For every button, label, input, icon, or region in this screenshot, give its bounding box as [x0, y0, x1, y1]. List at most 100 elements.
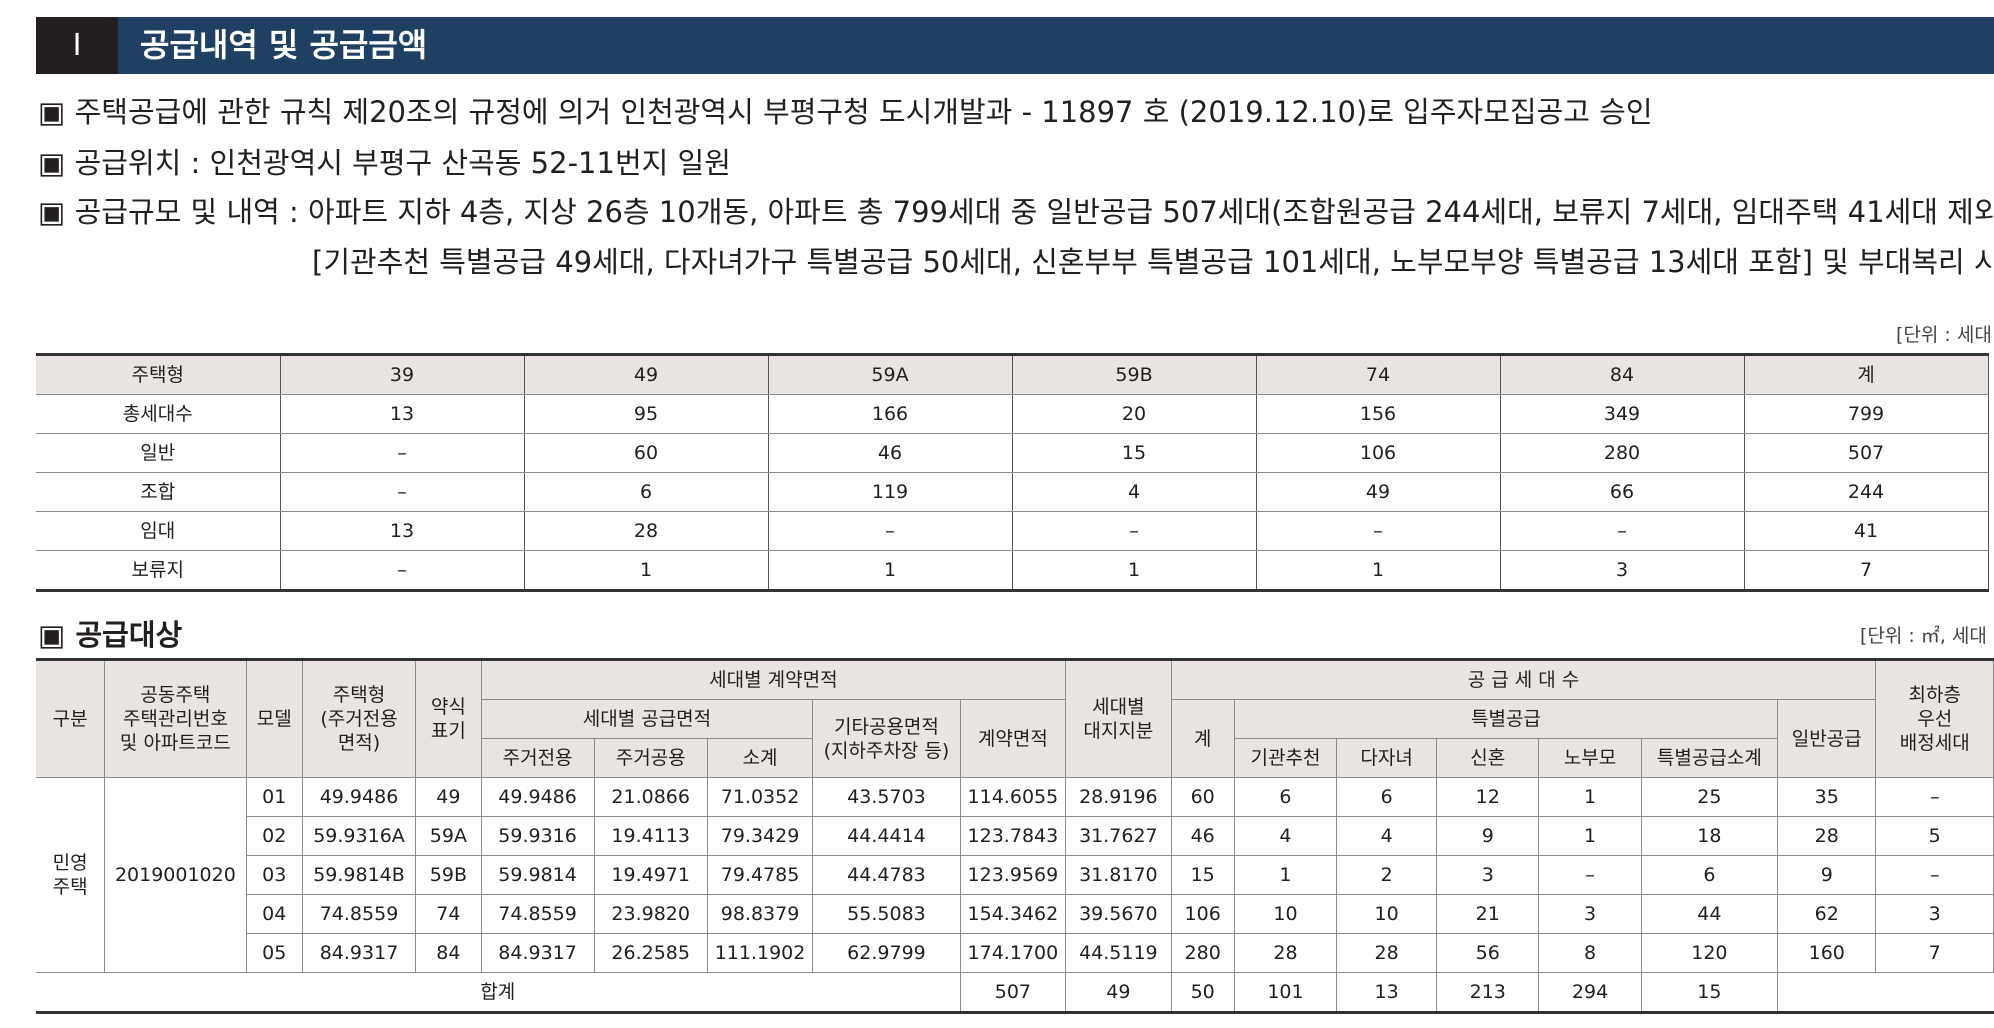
cell: 3 [1436, 855, 1540, 895]
cell: 23.9820 [593, 894, 708, 934]
code-cell: 2019001020 [104, 777, 247, 973]
cell: 166 [767, 394, 1013, 434]
header-cell: 다자녀 [1336, 738, 1438, 778]
cell: 19.4113 [593, 816, 708, 856]
cell: – [1255, 511, 1501, 551]
cell: 4 [1336, 816, 1438, 856]
cell: 59.9814 [480, 855, 595, 895]
cell: 28 [1777, 816, 1877, 856]
cell: 49 [415, 777, 482, 817]
header-cell: 노부모 [1538, 738, 1642, 778]
cell: 19.4971 [593, 855, 708, 895]
cell: 280 [1170, 933, 1235, 973]
cell: 123.9569 [959, 855, 1067, 895]
table-row: 임대 13 28– – – –41 [36, 511, 1989, 551]
cell: 05 [246, 933, 303, 973]
cell: 71.0352 [706, 777, 814, 817]
cell: 59B [415, 855, 482, 895]
cell: 79.4785 [706, 855, 814, 895]
cell: – [279, 472, 525, 512]
cell: 31.8170 [1065, 855, 1172, 895]
cell: 49.9486 [480, 777, 595, 817]
supply-target-table: 구분 공동주택 주택관리번호 및 아파트코드 모델 주택형 (주거전용 면적) … [36, 658, 1994, 1014]
cell: 507 [1743, 433, 1989, 473]
header-cell: 세대별 계약면적 [480, 659, 1067, 700]
header-cell: 기타공용면적 (지하주차장 등) [812, 699, 961, 778]
header-cell: 신혼 [1436, 738, 1540, 778]
cell: 1 [523, 550, 769, 591]
subsection-title: ▣ 공급대상 [38, 618, 183, 652]
cell: 39.5670 [1065, 894, 1172, 934]
cell: 1 [1255, 550, 1501, 591]
cell: 12 [1436, 777, 1540, 817]
note: ▣ 공급위치 : 인천광역시 부평구 산곡동 52-11번지 일원 [38, 146, 731, 180]
cell: 6 [1640, 855, 1779, 895]
header-cell: 계 [1170, 699, 1235, 778]
cell: 3 [1538, 894, 1642, 934]
cell: 349 [1499, 394, 1745, 434]
cell: 1 [1538, 816, 1642, 856]
cell: – [279, 433, 525, 473]
cell: 59.9814B [301, 855, 417, 895]
unit-label: [단위 : ㎡, 세대 [1860, 625, 1987, 647]
header-cell: 84 [1499, 354, 1745, 395]
cell: 28.9196 [1065, 777, 1172, 817]
table-row: 보류지 –1 1 1 1 3 7 [36, 550, 1989, 591]
cell: 3 [1499, 550, 1745, 591]
cell: 28 [1233, 933, 1338, 973]
cell: 21.0866 [593, 777, 708, 817]
cell: 15 [1170, 855, 1235, 895]
cell: 2 [1336, 855, 1438, 895]
cell: 84.9317 [480, 933, 595, 973]
cell: – [1875, 777, 1994, 817]
cell: 44.4414 [812, 816, 961, 856]
cell: 4 [1011, 472, 1257, 512]
header-cell: 공 급 세 대 수 [1170, 659, 1877, 700]
cell: 44.4783 [812, 855, 961, 895]
header-cell: 세대별 공급면적 [481, 699, 814, 739]
cell: 43.5703 [812, 777, 961, 817]
cell: 106 [1170, 894, 1235, 934]
table-row: 03 59.9814B 59B 59.9814 19.4971 79.4785 44.478… [36, 855, 1994, 895]
table-row: 민영 주택 2019001020 01 49.9486 49 49.9486 21.0866… [36, 777, 1994, 973]
cell: 799 [1743, 394, 1989, 434]
total-cell: 합계 [36, 972, 961, 1013]
header-cell: 주택형 [36, 354, 281, 395]
total-cell: 507 [959, 972, 1067, 1013]
cell: 74 [415, 894, 482, 934]
header-cell: 39 [279, 354, 525, 395]
cell: 5 [1875, 816, 1994, 856]
table-row: 주택형 39 49 59A 59B 74 84 계 [36, 354, 1989, 395]
cell: 123.7843 [959, 816, 1067, 856]
total-cell: 101 [1233, 972, 1338, 1013]
total-cell: 13 [1336, 972, 1438, 1013]
total-cell: 50 [1170, 972, 1235, 1013]
cell: – [1875, 855, 1994, 895]
cell: 59.9316A [301, 816, 417, 856]
section-number: Ⅰ [36, 17, 118, 74]
cell: 조합 [36, 472, 281, 512]
cell: 총세대수 [36, 394, 281, 434]
cell: 7 [1743, 550, 1989, 591]
total-cell: 294 [1538, 972, 1642, 1013]
header-cell: 계약면적 [959, 699, 1067, 778]
cell: 28 [1336, 933, 1438, 973]
header-cell: 약식 표기 [415, 659, 482, 778]
cell: 154.3462 [959, 894, 1067, 934]
cell: 160 [1777, 933, 1877, 973]
cell: 44.5119 [1065, 933, 1172, 973]
cell: 114.6055 [959, 777, 1067, 817]
section-title: 공급내역 및 공급금액 [140, 26, 428, 64]
table-row: 일반 –60 46 15 106 280 507 [36, 433, 1989, 473]
note: [기관추천 특별공급 49세대, 다자녀가구 특별공급 50세대, 신혼부부 특… [312, 245, 1994, 279]
cell: 280 [1499, 433, 1745, 473]
header-cell: 74 [1255, 354, 1501, 395]
table-row: 총세대수 13 95 166 20 156 349 799 [36, 394, 1989, 434]
total-cell: 15 [1640, 972, 1779, 1013]
cell: 174.1700 [959, 933, 1067, 973]
header-cell: 특별공급소계 [1640, 738, 1779, 778]
cell: 74.8559 [480, 894, 595, 934]
cell: 84.9317 [301, 933, 417, 973]
header-cell: 특별공급 [1233, 699, 1779, 739]
